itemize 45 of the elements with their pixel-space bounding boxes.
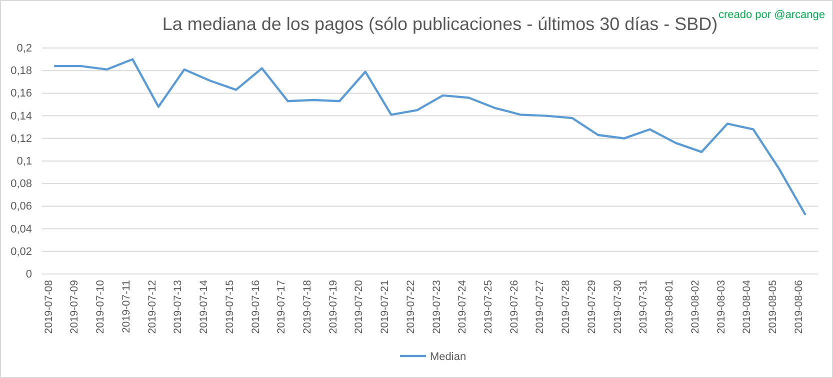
x-tick-label: 2019-07-30 [612, 280, 624, 334]
x-tick-label: 2019-07-13 [172, 280, 184, 334]
x-tick-label: 2019-07-11 [120, 280, 132, 333]
x-tick-label: 2019-07-20 [353, 280, 366, 334]
line-series [54, 58, 806, 216]
x-tick-label: 2019-08-01 [664, 280, 676, 334]
y-tick-label: 0,06 [10, 200, 32, 213]
x-tick-label: 2019-07-19 [327, 280, 340, 334]
x-tick-label: 2019-07-12 [146, 280, 158, 334]
x-tick-label: 2019-07-29 [586, 280, 598, 334]
chart-title: La mediana de los pagos (sólo publicaciones - últimos 30 días - SBD) [162, 14, 718, 34]
x-tick-label: 2019-07-23 [430, 280, 443, 334]
x-tick-label: 2019-08-05 [766, 280, 779, 334]
y-tick-label: 0,02 [10, 246, 32, 258]
x-tick-label: 2019-07-27 [534, 280, 546, 334]
x-tick-label: 2019-08-03 [715, 280, 728, 334]
x-tick-label: 2019-07-10 [94, 280, 107, 334]
x-tick-label: 2019-07-17 [276, 280, 288, 334]
y-tick-label: 0,16 [10, 88, 32, 100]
y-tick-label: 0,1 [16, 156, 32, 168]
x-tick-label: 2019-07-31 [638, 280, 650, 334]
text: creado por @arcange [718, 9, 825, 21]
x-tick-label: 2019-07-24 [456, 280, 469, 334]
y-tick-label: 0,18 [10, 65, 32, 78]
x-tick-label: 2019-08-02 [689, 280, 702, 334]
x-tick-label: 2019-07-22 [404, 280, 417, 334]
x-tick-label: 2019-08-06 [792, 280, 805, 334]
x-tick-label: 2019-07-09 [68, 280, 81, 334]
x-tick-label: 2019-07-14 [198, 280, 210, 334]
x-tick-label: 2019-07-08 [42, 280, 55, 334]
y-tick-label: 0,08 [10, 178, 32, 190]
x-tick-label: 2019-07-21 [379, 280, 392, 334]
y-tick-label: 0,12 [10, 132, 32, 145]
y-tick-label: 0,14 [10, 110, 32, 122]
x-tick-label: 2019-08-04 [741, 280, 754, 334]
x-tick-label: 2019-07-16 [250, 280, 262, 334]
y-tick-label: 0,04 [10, 223, 32, 236]
x-tick-label: 2019-07-28 [560, 280, 572, 334]
legend-label: Median [430, 351, 466, 363]
x-tick-label: 2019-07-18 [301, 280, 314, 334]
y-tick-label: 0,2 [16, 42, 32, 55]
x-tick-label: 2019-07-15 [224, 280, 236, 334]
x-tick-label: 2019-07-25 [482, 280, 495, 334]
y-tick-label: 0 [26, 268, 32, 281]
x-tick-label: 2019-07-26 [508, 280, 520, 334]
